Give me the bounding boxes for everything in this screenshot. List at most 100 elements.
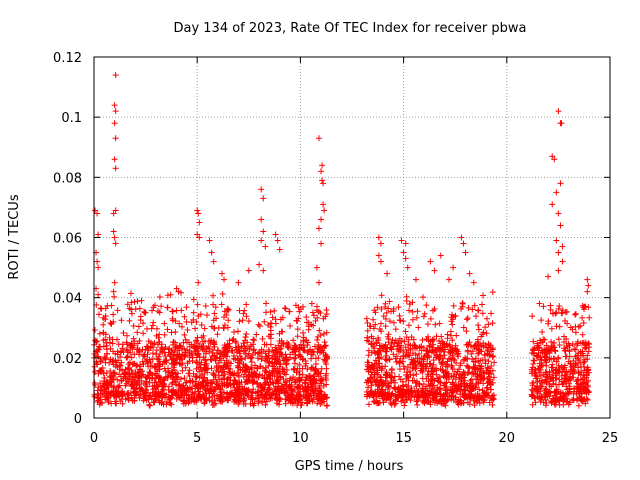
data-point xyxy=(186,367,193,374)
data-point xyxy=(427,380,434,387)
data-point xyxy=(409,299,416,306)
data-point xyxy=(461,377,468,384)
data-point xyxy=(312,360,319,367)
data-point xyxy=(243,301,250,308)
data-point xyxy=(321,345,328,352)
y-tick-label: 0.04 xyxy=(53,292,82,307)
data-point xyxy=(475,322,482,329)
data-point xyxy=(210,388,217,395)
data-point xyxy=(451,387,458,394)
data-point xyxy=(313,264,320,271)
data-point xyxy=(100,329,107,336)
data-point xyxy=(265,386,272,393)
data-point xyxy=(129,370,136,377)
data-point xyxy=(546,378,553,385)
data-point xyxy=(172,339,179,346)
data-point xyxy=(365,352,372,359)
data-point xyxy=(397,346,404,353)
data-point xyxy=(168,388,175,395)
data-point xyxy=(91,393,98,400)
data-point xyxy=(282,305,289,312)
data-point xyxy=(254,394,261,401)
data-point xyxy=(300,337,307,344)
data-point xyxy=(198,334,205,341)
data-point xyxy=(258,353,265,360)
data-point xyxy=(151,302,158,309)
data-point xyxy=(102,316,109,323)
data-point xyxy=(142,389,149,396)
data-point xyxy=(574,342,581,349)
data-point xyxy=(194,340,201,347)
data-point xyxy=(184,339,191,346)
data-point xyxy=(94,258,101,265)
data-point xyxy=(563,353,570,360)
data-point xyxy=(573,378,580,385)
data-point xyxy=(181,353,188,360)
data-point xyxy=(366,392,373,399)
data-point xyxy=(239,317,246,324)
data-point xyxy=(112,72,119,79)
data-point xyxy=(125,389,132,396)
data-point xyxy=(214,331,221,338)
data-point xyxy=(412,391,419,398)
data-point xyxy=(570,374,577,381)
data-point xyxy=(440,340,447,347)
data-point xyxy=(134,346,141,353)
data-point xyxy=(378,306,385,313)
x-tick-label: 5 xyxy=(193,431,201,446)
data-point xyxy=(423,347,430,354)
data-point xyxy=(382,377,389,384)
data-point xyxy=(231,380,238,387)
data-point xyxy=(240,340,247,347)
data-point xyxy=(318,216,325,223)
data-point xyxy=(425,368,432,375)
data-point xyxy=(263,300,270,307)
data-point xyxy=(150,319,157,326)
data-point xyxy=(551,156,558,163)
data-point xyxy=(197,311,204,318)
data-point xyxy=(293,345,300,352)
data-point xyxy=(141,393,148,400)
data-point xyxy=(279,351,286,358)
data-point xyxy=(585,369,592,376)
data-point xyxy=(416,393,423,400)
data-point xyxy=(449,365,456,372)
data-point xyxy=(395,304,402,311)
data-point xyxy=(483,369,490,376)
data-point xyxy=(210,317,217,324)
data-point xyxy=(124,301,131,308)
data-point xyxy=(169,389,176,396)
data-point xyxy=(151,340,158,347)
data-point xyxy=(484,380,491,387)
data-point xyxy=(566,385,573,392)
data-point xyxy=(238,343,245,350)
data-point xyxy=(426,361,433,368)
data-point xyxy=(530,357,537,364)
data-point xyxy=(184,346,191,353)
x-tick-label: 25 xyxy=(602,431,619,446)
data-point xyxy=(175,288,182,295)
data-point xyxy=(563,383,570,390)
data-point xyxy=(365,338,372,345)
data-point xyxy=(315,135,322,142)
data-point xyxy=(556,342,563,349)
data-point xyxy=(456,382,463,389)
data-point xyxy=(437,352,444,359)
data-point xyxy=(111,234,118,241)
data-point xyxy=(302,380,309,387)
data-point xyxy=(370,316,377,323)
data-point xyxy=(284,344,291,351)
data-point xyxy=(287,386,294,393)
data-point xyxy=(323,376,330,383)
data-point xyxy=(423,302,430,309)
data-point xyxy=(464,370,471,377)
data-point xyxy=(543,350,550,357)
data-point xyxy=(100,370,107,377)
data-point xyxy=(191,382,198,389)
data-point xyxy=(389,390,396,397)
data-point xyxy=(382,363,389,370)
data-point xyxy=(563,335,570,342)
data-point xyxy=(95,394,102,401)
data-point xyxy=(365,359,372,366)
data-point xyxy=(145,338,152,345)
